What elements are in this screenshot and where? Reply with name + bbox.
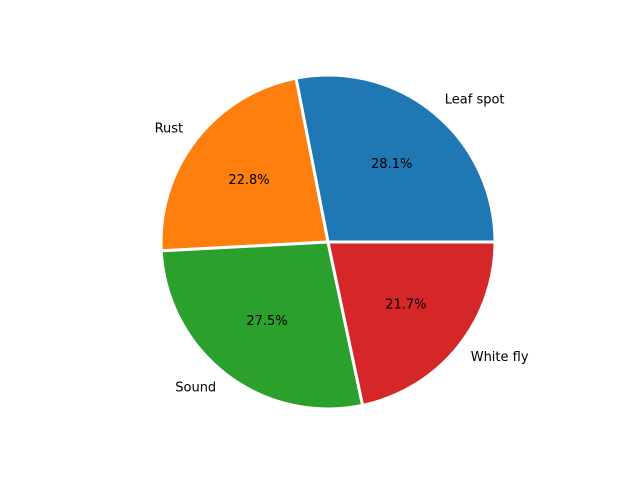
pie-slices (159, 73, 497, 411)
percent-label-white-fly: 21.7% (385, 298, 426, 313)
slice-label-white-fly: White fly (471, 350, 529, 365)
pie-slice-white-fly (326, 240, 497, 407)
percent-label-rust: 22.8% (228, 173, 269, 188)
pie-slice-sound (159, 240, 365, 411)
pie-labels: Leaf spot 28.1% Rust 22.8% Sound 27.5% White f… (155, 93, 529, 396)
percent-label-sound: 27.5% (246, 314, 287, 329)
pie-slice-leaf-spot (294, 73, 497, 244)
slice-label-sound: Sound (175, 380, 216, 395)
slice-label-leaf-spot: Leaf spot (445, 93, 505, 108)
pie-slice-rust (159, 76, 330, 253)
percent-label-leaf-spot: 28.1% (371, 157, 412, 172)
slice-label-rust: Rust (155, 122, 184, 137)
